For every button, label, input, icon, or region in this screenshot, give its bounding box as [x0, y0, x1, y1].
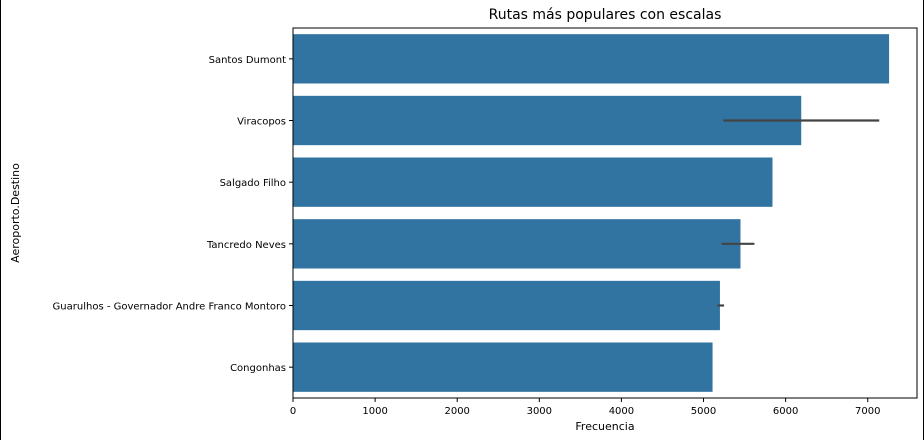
y-tick-label: Viracopos	[237, 117, 286, 128]
x-tick-label: 1000	[362, 406, 387, 417]
bar	[293, 34, 890, 84]
y-axis-label: Aeroporto.Destino	[9, 163, 22, 263]
bar	[293, 280, 720, 331]
y-tick-label: Salgado Filho	[220, 178, 286, 189]
bar	[293, 342, 713, 392]
bar	[293, 157, 773, 207]
x-axis-label: Frecuencia	[575, 420, 634, 433]
x-tick-label: 7000	[855, 406, 880, 417]
x-axis-ticks: 0 1000 2000 3000 4000 5000 6000 7000	[290, 398, 880, 417]
y-tick-label: Tancredo Neves	[206, 240, 286, 251]
x-tick-label: 5000	[691, 406, 716, 417]
y-axis-ticks: Santos Dumont Viracopos Salgado Filho Tancr…	[53, 55, 293, 374]
x-tick-label: 3000	[527, 406, 552, 417]
error-bars-layer	[717, 119, 880, 307]
x-tick-label: 6000	[773, 406, 798, 417]
y-tick-label: Congonhas	[230, 363, 286, 374]
bars-layer	[293, 34, 890, 392]
chart-title: Rutas más populares con escalas	[489, 7, 722, 23]
plot-frame	[292, 27, 918, 399]
x-tick-label: 2000	[444, 406, 469, 417]
x-tick-label: 4000	[609, 406, 634, 417]
x-tick-label: 0	[290, 406, 296, 417]
y-tick-label: Santos Dumont	[209, 55, 286, 66]
bar	[293, 219, 741, 269]
bar	[293, 95, 802, 146]
y-tick-label: Guarulhos - Governador Andre Franco Mont…	[53, 302, 286, 313]
